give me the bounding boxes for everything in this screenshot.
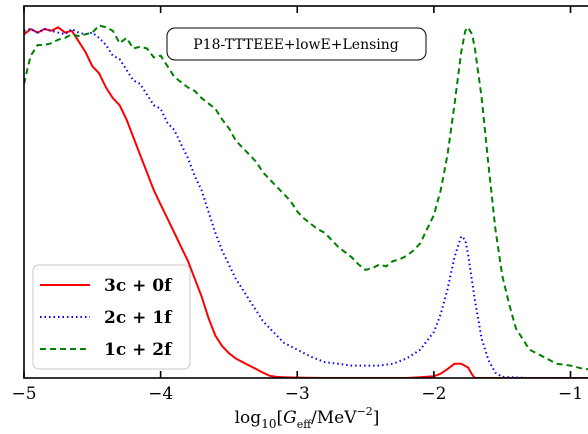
x-label-g: G: [283, 408, 297, 428]
x-axis-label: log10[Geff/MeV−2]: [235, 405, 380, 431]
x-label-close: ]: [373, 408, 380, 428]
x-label-eff: eff: [297, 418, 313, 431]
annotation-text: P18-TTTEEE+lowE+Lensing: [193, 37, 399, 53]
legend-label-3: 1c + 2f: [104, 340, 173, 360]
x-label-sub: 10: [261, 417, 276, 431]
legend-entries: 3c + 0f 2c + 1f 1c + 2f: [40, 276, 173, 360]
x-tick-label-2: −4: [148, 384, 173, 404]
annotation-frame: [166, 27, 427, 61]
x-label-unit: /MeV: [311, 408, 357, 428]
series-layer: [24, 24, 588, 378]
plot-frame: [23, 5, 588, 379]
legend: 3c + 0f 2c + 1f 1c + 2f: [32, 264, 191, 370]
x-tick-label-1: −5: [11, 384, 36, 404]
x-tick-label-4: −2: [421, 384, 446, 404]
series-line-1: [24, 26, 588, 378]
x-tick-label-3: −3: [285, 384, 310, 404]
legend-label-1: 3c + 0f: [104, 276, 173, 296]
tick-layer: −5 −4 −3 −2 −1: [11, 6, 583, 404]
x-label-log: log: [235, 408, 262, 428]
x-label-open: [: [276, 408, 283, 428]
legend-frame: [32, 264, 191, 370]
series-line-2: [24, 28, 588, 378]
x-tick-label-5: −1: [558, 384, 583, 404]
series-line-3: [24, 24, 588, 371]
legend-label-2: 2c + 1f: [104, 308, 173, 328]
x-label-exp: −2: [357, 405, 373, 418]
annotation-box: P18-TTTEEE+lowE+Lensing: [166, 27, 427, 61]
